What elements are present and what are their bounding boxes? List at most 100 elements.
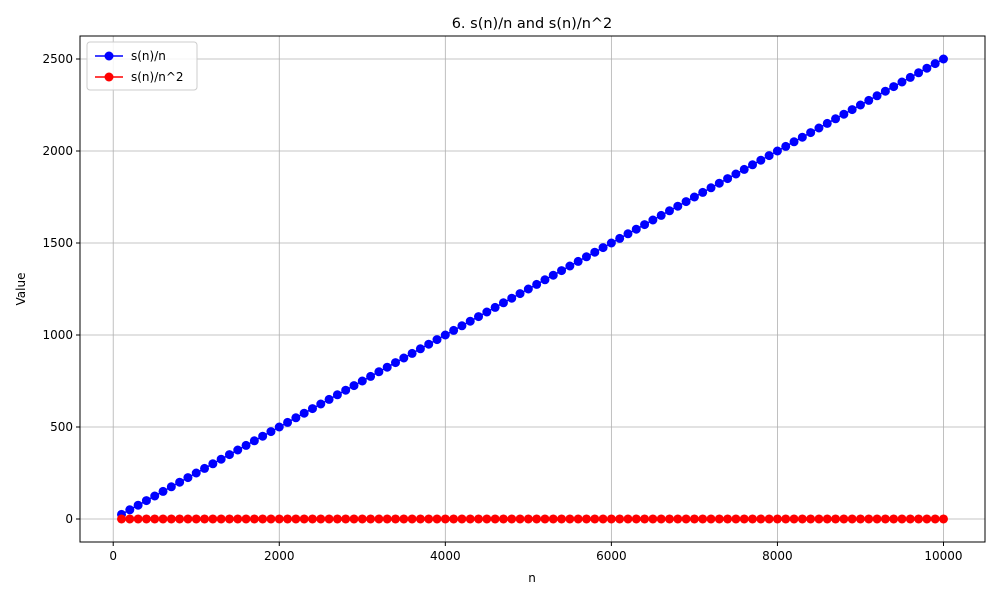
- data-point: [482, 514, 492, 524]
- data-point: [855, 100, 865, 110]
- data-point: [349, 381, 359, 391]
- data-point: [814, 123, 824, 133]
- data-point: [656, 210, 666, 220]
- data-point: [532, 514, 542, 524]
- data-point: [673, 201, 683, 211]
- data-point: [266, 514, 276, 524]
- data-point: [914, 514, 924, 524]
- data-point: [905, 514, 915, 524]
- data-point: [640, 220, 650, 230]
- data-point: [839, 109, 849, 119]
- data-point: [864, 95, 874, 105]
- data-point: [407, 514, 417, 524]
- data-point: [399, 353, 409, 363]
- data-point: [407, 348, 417, 358]
- data-point: [349, 514, 359, 524]
- data-point: [141, 514, 151, 524]
- data-point: [631, 514, 641, 524]
- data-point: [797, 514, 807, 524]
- data-point: [789, 137, 799, 147]
- data-point: [864, 514, 874, 524]
- data-point: [822, 514, 832, 524]
- data-point: [731, 169, 741, 179]
- data-point: [748, 160, 758, 170]
- data-point: [590, 514, 600, 524]
- data-point: [291, 514, 301, 524]
- data-point: [739, 164, 749, 174]
- data-point: [698, 514, 708, 524]
- data-point: [498, 298, 508, 308]
- data-point: [731, 514, 741, 524]
- data-point: [432, 335, 442, 345]
- data-point: [540, 514, 550, 524]
- data-point: [241, 514, 251, 524]
- data-point: [714, 178, 724, 188]
- y-tick-label: 0: [65, 512, 73, 526]
- data-point: [772, 514, 782, 524]
- data-point: [357, 514, 367, 524]
- data-point: [133, 500, 143, 510]
- data-point: [938, 54, 948, 64]
- data-point: [258, 431, 268, 441]
- data-point: [648, 215, 658, 225]
- data-point: [457, 321, 467, 331]
- series-sn-over-n-squared: [117, 514, 948, 524]
- data-point: [382, 362, 392, 372]
- x-tick-label: 0: [109, 549, 117, 563]
- x-tick-label: 10000: [924, 549, 962, 563]
- data-point: [656, 514, 666, 524]
- data-point: [557, 514, 567, 524]
- data-point: [615, 233, 625, 243]
- data-point: [208, 514, 218, 524]
- data-point: [698, 187, 708, 197]
- data-point: [307, 514, 317, 524]
- y-tick-label: 2000: [42, 144, 73, 158]
- data-point: [490, 302, 500, 312]
- data-point: [391, 358, 401, 368]
- data-point: [689, 192, 699, 202]
- data-point: [474, 514, 484, 524]
- data-point: [581, 252, 591, 262]
- data-point: [664, 206, 674, 216]
- data-point: [233, 445, 243, 455]
- data-point: [150, 491, 160, 501]
- data-point: [158, 514, 168, 524]
- data-point: [258, 514, 268, 524]
- data-point: [756, 155, 766, 165]
- data-point: [565, 261, 575, 271]
- data-point: [498, 514, 508, 524]
- y-tick-label: 1500: [42, 236, 73, 250]
- data-point: [880, 514, 890, 524]
- data-point: [598, 243, 608, 253]
- data-point: [158, 486, 168, 496]
- legend-marker: [104, 72, 114, 82]
- data-point: [283, 514, 293, 524]
- data-point: [391, 514, 401, 524]
- data-point: [615, 514, 625, 524]
- data-point: [200, 514, 210, 524]
- x-axis-label: n: [528, 571, 536, 585]
- data-point: [889, 82, 899, 92]
- data-point: [183, 473, 193, 483]
- data-point: [806, 128, 816, 138]
- data-point: [806, 514, 816, 524]
- data-point: [723, 514, 733, 524]
- data-point: [573, 256, 583, 266]
- data-point: [557, 266, 567, 276]
- data-point: [324, 514, 334, 524]
- data-point: [183, 514, 193, 524]
- y-tick-label: 2500: [42, 52, 73, 66]
- data-point: [548, 514, 558, 524]
- data-point: [283, 417, 293, 427]
- series-line: [121, 58, 944, 516]
- data-point: [532, 279, 542, 289]
- data-point: [457, 514, 467, 524]
- x-tick-label: 8000: [762, 549, 793, 563]
- data-point: [449, 514, 459, 524]
- data-point: [366, 371, 376, 381]
- data-point: [598, 514, 608, 524]
- data-point: [316, 514, 326, 524]
- data-point: [249, 514, 259, 524]
- data-point: [922, 63, 932, 73]
